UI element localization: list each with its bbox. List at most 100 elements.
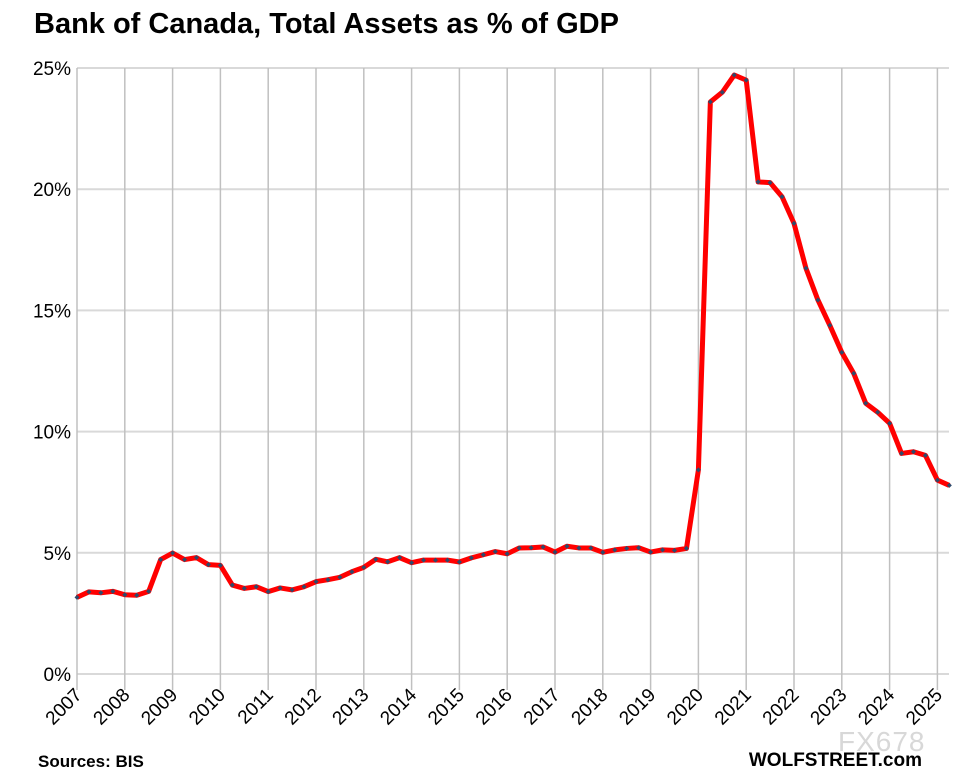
data-point xyxy=(755,179,761,185)
brand-label: WOLFSTREET.com xyxy=(748,750,922,771)
x-tick-label: 2011 xyxy=(234,685,278,729)
data-point xyxy=(588,545,594,551)
x-tick-label: 2009 xyxy=(137,685,182,730)
data-point xyxy=(205,562,211,568)
data-point xyxy=(934,477,940,483)
data-point xyxy=(922,452,928,458)
data-point xyxy=(946,482,952,488)
x-tick-label: 2024 xyxy=(854,684,899,729)
data-point xyxy=(194,555,199,561)
data-point xyxy=(803,265,809,271)
series-line xyxy=(75,72,951,600)
data-point xyxy=(146,588,152,594)
data-point xyxy=(468,555,474,561)
data-point xyxy=(385,559,391,565)
data-point xyxy=(229,582,235,588)
y-tick-label: 15% xyxy=(33,301,71,322)
x-tick-label: 2007 xyxy=(42,685,87,730)
data-point xyxy=(158,557,164,563)
data-point xyxy=(683,545,689,551)
data-point xyxy=(636,545,642,551)
x-tick-label: 2025 xyxy=(902,685,947,730)
data-point xyxy=(122,592,128,598)
x-tick-label: 2010 xyxy=(185,685,230,730)
data-point xyxy=(875,409,881,415)
data-point xyxy=(361,564,367,570)
data-point xyxy=(444,557,450,563)
x-tick-label: 2022 xyxy=(759,685,804,730)
data-point xyxy=(528,545,534,551)
data-point xyxy=(98,590,104,596)
data-point xyxy=(851,370,857,376)
x-tick-label: 2023 xyxy=(807,685,852,730)
data-point xyxy=(301,584,307,590)
x-tick-label: 2016 xyxy=(472,685,517,730)
data-point xyxy=(815,297,821,303)
data-point xyxy=(480,552,486,558)
data-point xyxy=(612,547,618,553)
data-point xyxy=(265,589,271,595)
data-point xyxy=(397,555,403,561)
x-tick-label: 2020 xyxy=(663,685,708,730)
data-point xyxy=(134,592,140,598)
data-point xyxy=(313,579,319,585)
data-point xyxy=(731,72,737,78)
data-point xyxy=(241,585,247,591)
data-point xyxy=(648,549,654,555)
x-tick-label: 2018 xyxy=(568,685,613,730)
data-point xyxy=(325,577,331,583)
data-point xyxy=(433,557,438,563)
data-point xyxy=(421,557,427,563)
data-point xyxy=(552,549,558,555)
data-point xyxy=(110,588,116,594)
x-tick-label: 2015 xyxy=(424,685,469,730)
data-point xyxy=(719,89,725,95)
x-tick-label: 2008 xyxy=(90,685,135,730)
source-note: Sources: BIS xyxy=(38,752,144,771)
data-point xyxy=(911,449,916,455)
y-tick-label: 10% xyxy=(33,423,71,444)
data-point xyxy=(887,420,893,426)
data-point xyxy=(779,194,785,200)
data-point xyxy=(409,560,415,566)
data-point xyxy=(839,349,845,355)
data-point xyxy=(277,585,283,591)
data-point xyxy=(863,400,869,406)
x-tick-label: 2017 xyxy=(520,685,565,730)
data-point xyxy=(707,99,713,105)
data-point xyxy=(576,545,582,551)
data-point xyxy=(695,467,701,473)
data-point xyxy=(743,77,749,83)
data-point xyxy=(253,584,259,590)
data-point xyxy=(767,180,773,186)
x-tick-label: 2019 xyxy=(615,685,660,730)
data-point xyxy=(600,549,606,555)
y-tick-label: 5% xyxy=(44,544,72,565)
data-point xyxy=(540,544,546,550)
data-point xyxy=(170,550,176,556)
data-point xyxy=(564,543,570,549)
watermark: FX678 xyxy=(838,726,926,757)
y-tick-label: 20% xyxy=(33,180,71,201)
y-tick-label: 0% xyxy=(44,665,72,686)
data-point xyxy=(289,587,295,593)
data-point xyxy=(182,557,188,563)
data-point xyxy=(791,220,797,226)
y-tick-label: 25% xyxy=(33,59,71,80)
data-point xyxy=(492,549,498,555)
data-point xyxy=(660,547,666,553)
data-point xyxy=(337,574,343,580)
data-point xyxy=(672,547,677,553)
data-point xyxy=(827,322,833,328)
chart-title: Bank of Canada, Total Assets as % of GDP xyxy=(34,8,619,40)
data-point xyxy=(456,559,462,565)
data-point xyxy=(504,551,510,557)
data-point xyxy=(86,589,92,595)
data-point xyxy=(624,545,630,551)
x-tick-label: 2021 xyxy=(711,685,756,730)
data-point xyxy=(516,545,522,551)
x-tick-label: 2014 xyxy=(376,684,421,729)
data-point xyxy=(349,569,355,575)
data-point xyxy=(217,562,223,568)
x-tick-label: 2012 xyxy=(281,685,326,730)
